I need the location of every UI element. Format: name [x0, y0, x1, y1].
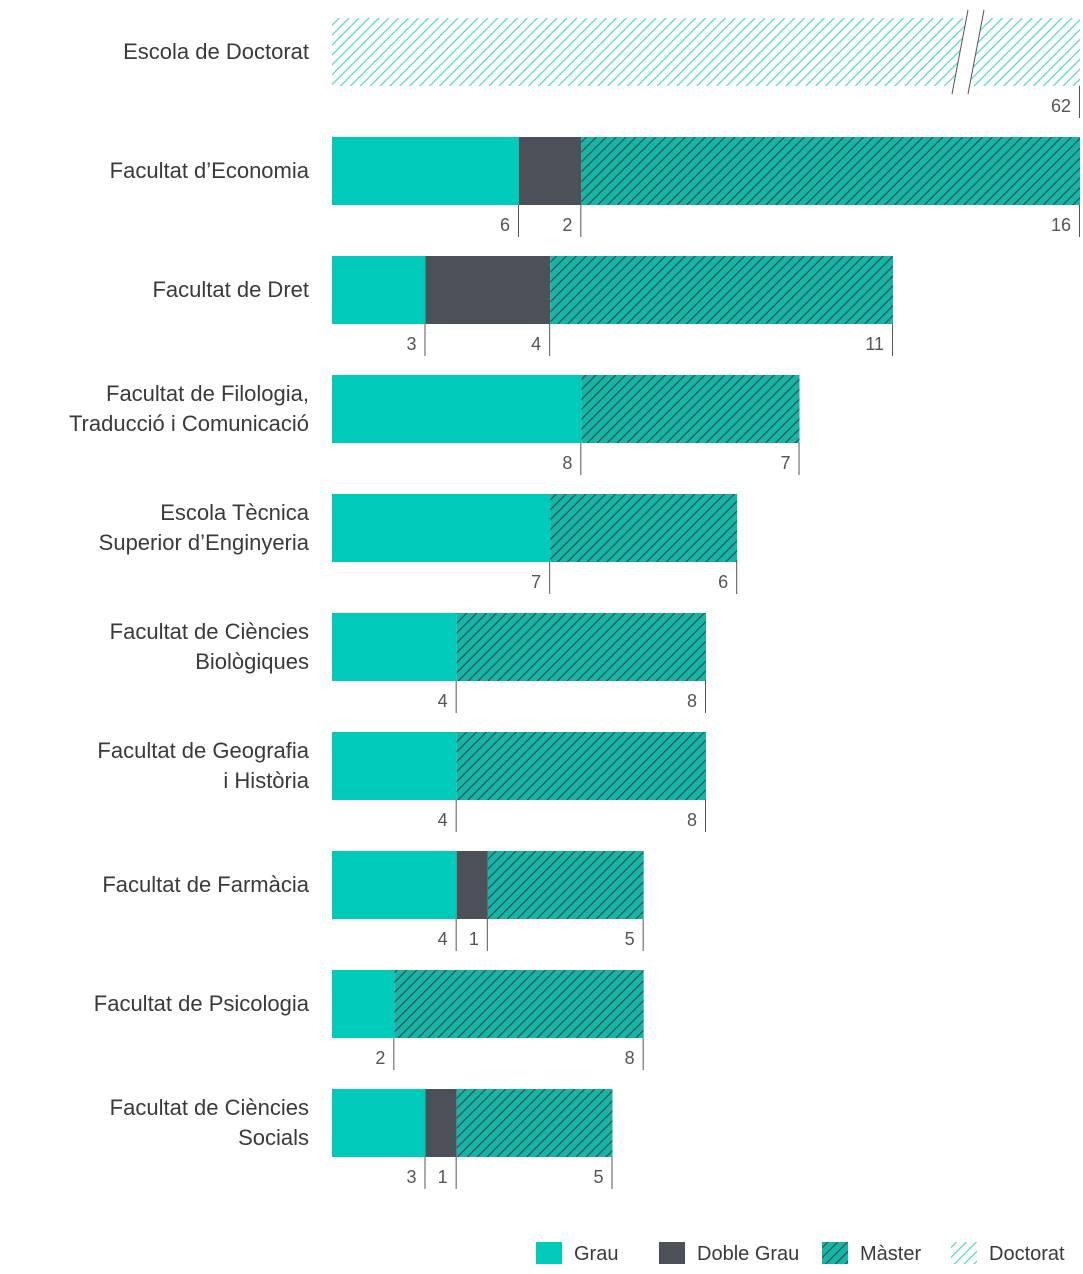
value-label: 4 — [438, 691, 448, 711]
bar-segment — [332, 137, 519, 205]
legend-swatch — [822, 1242, 848, 1264]
plot-area — [332, 18, 1080, 1157]
bar-segment — [550, 256, 893, 324]
value-label: 3 — [406, 334, 416, 354]
legend-label: Màster — [860, 1243, 921, 1265]
bar-segment — [425, 256, 551, 324]
bar-segment — [332, 613, 457, 681]
axis-break-line — [967, 9, 985, 95]
value-label: 11 — [865, 334, 884, 354]
bar-segment — [550, 494, 738, 562]
bar-segment — [456, 851, 488, 919]
bar-segment — [487, 851, 644, 919]
value-label: 4 — [531, 334, 541, 354]
bar-segment — [456, 1089, 613, 1157]
value-label: 2 — [562, 215, 572, 235]
category-label: Facultat de Dret — [152, 277, 309, 302]
category-label: Facultat de Filologia, Traducció i Comun… — [68, 381, 309, 436]
category-label: Escola Tècnica Superior d’Enginyeria — [98, 500, 309, 555]
category-label: Escola de Doctorat — [123, 39, 309, 64]
bar-segment — [581, 137, 1080, 205]
category-label: Facultat de Psicologia — [93, 991, 309, 1016]
value-label: 5 — [625, 929, 635, 949]
bar-segment — [332, 375, 582, 443]
category-label: Facultat de Geografia i Història — [97, 738, 309, 793]
value-label: 8 — [625, 1048, 635, 1068]
axis-break-line — [951, 9, 969, 95]
legend-label: Grau — [574, 1243, 618, 1265]
bar-segment — [519, 137, 582, 205]
legend-swatch — [951, 1242, 977, 1264]
value-label: 6 — [718, 572, 728, 592]
value-label: 1 — [438, 1167, 448, 1187]
bar-segment — [456, 613, 706, 681]
bar-segment — [332, 494, 551, 562]
value-label: 4 — [438, 810, 448, 830]
value-label: 2 — [375, 1048, 385, 1068]
bar-segment — [581, 375, 800, 443]
bar-segment — [425, 1089, 457, 1157]
legend-label: Doctorat — [989, 1243, 1065, 1265]
category-label: Facultat de Ciències Biològiques — [109, 619, 309, 674]
value-label: 4 — [438, 929, 448, 949]
value-label: 3 — [406, 1167, 416, 1187]
value-label: 5 — [593, 1167, 603, 1187]
bar-segment — [332, 851, 457, 919]
value-label: 8 — [687, 691, 697, 711]
axis-break — [952, 10, 984, 94]
value-label: 1 — [469, 929, 479, 949]
bar-segment — [332, 1089, 426, 1157]
value-label: 8 — [562, 453, 572, 473]
legend-swatch — [536, 1242, 562, 1264]
bar-segment — [332, 970, 395, 1038]
value-label: 6 — [500, 215, 510, 235]
bar-segment — [456, 732, 706, 800]
value-label: 62 — [1051, 96, 1071, 116]
legend-swatch — [659, 1242, 685, 1264]
value-label: 7 — [780, 453, 790, 473]
legend-label: Doble Grau — [697, 1243, 799, 1265]
bar-segment — [394, 970, 644, 1038]
value-label: 16 — [1051, 215, 1071, 235]
category-label: Facultat de Ciències Socials — [109, 1095, 309, 1150]
category-label: Facultat de Farmàcia — [102, 872, 309, 897]
value-label: 7 — [531, 572, 541, 592]
bar-segment — [332, 732, 457, 800]
bar-segment — [332, 256, 426, 324]
value-label: 8 — [687, 810, 697, 830]
category-label: Facultat d’Economia — [109, 158, 309, 183]
value-labels: 626 2 163 4 118 77 64 84 84 1 52 83 1 5 — [375, 9, 1080, 1189]
